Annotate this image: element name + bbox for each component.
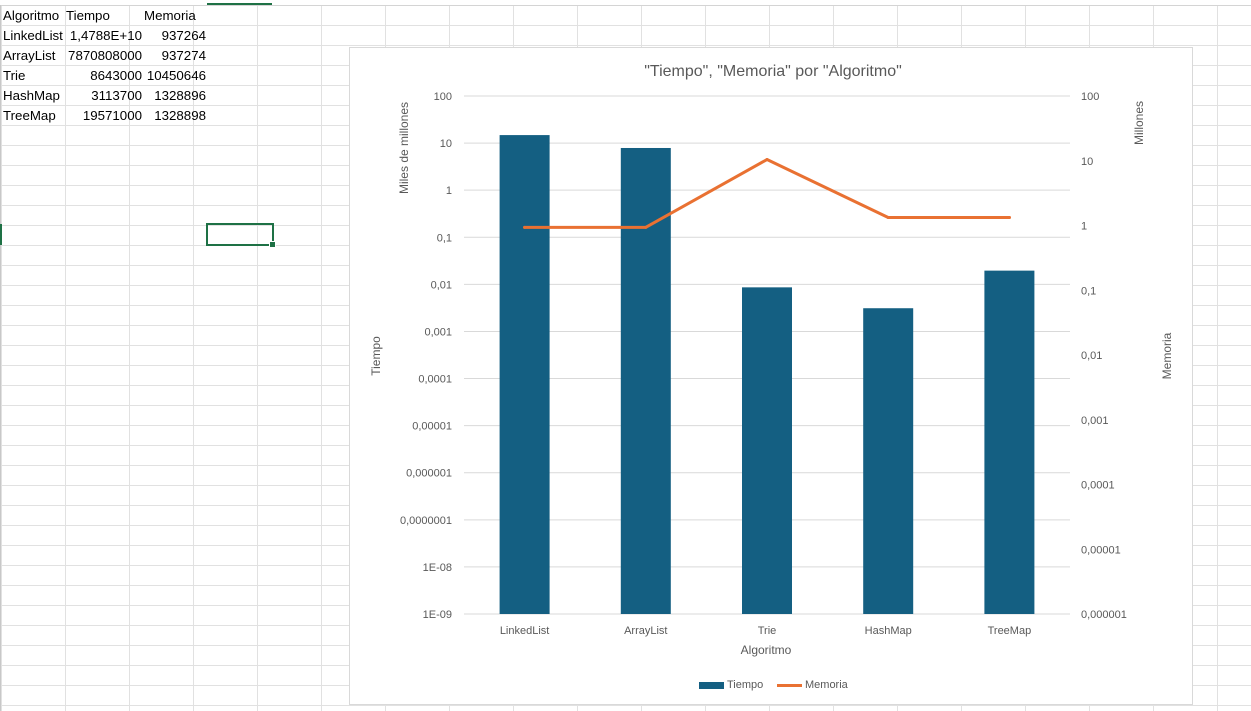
table-cell[interactable]: 1,4788E+10 bbox=[69, 28, 142, 43]
bar-treemap[interactable] bbox=[984, 270, 1035, 614]
table-cell[interactable]: 3113700 bbox=[91, 88, 142, 103]
left-tick-label: 1E-09 bbox=[423, 609, 452, 621]
x-tick-label: TreeMap bbox=[988, 625, 1032, 637]
right-tick-label: 10 bbox=[1081, 156, 1093, 168]
right-tick-label: 100 bbox=[1081, 91, 1099, 103]
table-cell[interactable]: TreeMap bbox=[3, 108, 56, 123]
column-header-cell[interactable]: Tiempo bbox=[66, 8, 110, 23]
right-tick-label: 0,01 bbox=[1081, 350, 1102, 362]
memoria-point-hashmap[interactable] bbox=[886, 216, 890, 220]
row-header-border bbox=[0, 5, 1, 711]
memoria-point-trie[interactable] bbox=[765, 158, 769, 162]
right-axis-units: Millones bbox=[1132, 101, 1146, 145]
memoria-point-treemap[interactable] bbox=[1007, 216, 1011, 220]
right-tick-label: 0,0001 bbox=[1081, 480, 1115, 492]
table-cell[interactable]: 1328896 bbox=[154, 88, 206, 103]
bar-trie[interactable] bbox=[742, 287, 792, 614]
selected-row-marker bbox=[0, 224, 2, 245]
table-cell[interactable]: LinkedList bbox=[3, 28, 63, 43]
chart-title: "Tiempo", "Memoria" por "Algoritmo" bbox=[644, 63, 902, 80]
chart[interactable]: "Tiempo", "Memoria" por "Algoritmo" 100 1… bbox=[349, 47, 1193, 705]
right-tick-label: 0,00001 bbox=[1081, 544, 1121, 556]
table-cell[interactable]: 8643000 bbox=[90, 68, 142, 83]
left-axis-title: Tiempo bbox=[369, 336, 383, 376]
legend-label-memoria: Memoria bbox=[805, 679, 849, 691]
left-tick-label: 1E-08 bbox=[423, 562, 452, 574]
right-tick-label: 1 bbox=[1081, 221, 1087, 233]
table-cell[interactable]: Trie bbox=[3, 68, 26, 83]
column-header-strip bbox=[0, 0, 1251, 6]
tiempo-bars bbox=[499, 135, 1035, 614]
column-header-cell[interactable]: Memoria bbox=[144, 8, 196, 23]
left-tick-label: 1 bbox=[446, 185, 452, 197]
table-cell[interactable]: ArrayList bbox=[3, 48, 56, 63]
x-tick-label: LinkedList bbox=[500, 625, 550, 637]
left-axis-units: Miles de millones bbox=[397, 102, 411, 194]
right-axis-title: Memoria bbox=[1160, 332, 1174, 379]
memoria-series-line[interactable] bbox=[523, 158, 1011, 229]
legend-label-tiempo: Tiempo bbox=[727, 679, 763, 691]
right-tick-label: 0,000001 bbox=[1081, 609, 1127, 621]
table-cell[interactable]: 7870808000 bbox=[68, 48, 142, 63]
chart-svg: "Tiempo", "Memoria" por "Algoritmo" 1001… bbox=[369, 63, 1174, 691]
active-cell[interactable] bbox=[206, 223, 276, 248]
x-tick-label: ArrayList bbox=[624, 625, 667, 637]
x-axis-ticks: LinkedList ArrayList Trie HashMap TreeMap bbox=[500, 625, 1031, 637]
right-axis-ticks: 100 10 1 0,1 0,01 0,001 0,0001 0,00001 0,000001 bbox=[1081, 91, 1127, 621]
right-tick-label: 0,001 bbox=[1081, 415, 1109, 427]
memoria-point-arraylist[interactable] bbox=[644, 225, 648, 229]
bar-linkedlist[interactable] bbox=[499, 135, 550, 614]
column-header-cell[interactable]: Algoritmo bbox=[3, 8, 60, 23]
left-axis-ticks: 100 10 1 0,1 0,01 0,001 0,0001 0,00001 0,000001 0… bbox=[400, 91, 452, 621]
x-tick-label: HashMap bbox=[865, 625, 912, 637]
x-tick-label: Trie bbox=[758, 625, 777, 637]
left-tick-label: 0,001 bbox=[424, 326, 452, 338]
table-cell[interactable]: 19571000 bbox=[82, 108, 142, 123]
right-tick-label: 0,1 bbox=[1081, 285, 1096, 297]
memoria-line bbox=[523, 158, 1011, 229]
bar-hashmap[interactable] bbox=[863, 308, 914, 614]
left-tick-label: 0,0001 bbox=[418, 374, 452, 386]
table-cell[interactable]: HashMap bbox=[3, 88, 60, 103]
legend-swatch-tiempo bbox=[699, 682, 724, 689]
memoria-point-linkedlist[interactable] bbox=[523, 225, 527, 229]
table-cell[interactable]: 10450646 bbox=[146, 68, 206, 83]
left-tick-label: 10 bbox=[440, 138, 452, 150]
table-cell[interactable]: 1328898 bbox=[154, 108, 206, 123]
left-tick-label: 0,000001 bbox=[406, 468, 452, 480]
left-tick-label: 0,0000001 bbox=[400, 515, 452, 527]
table-cell[interactable]: 937274 bbox=[161, 48, 206, 63]
left-tick-label: 0,1 bbox=[437, 232, 452, 244]
table-cell[interactable]: 937264 bbox=[161, 28, 206, 43]
x-axis-title: Algoritmo bbox=[741, 643, 792, 657]
selected-column-marker bbox=[207, 3, 272, 5]
left-tick-label: 100 bbox=[434, 91, 452, 103]
left-tick-label: 0,00001 bbox=[412, 421, 452, 433]
left-tick-label: 0,01 bbox=[431, 279, 452, 291]
